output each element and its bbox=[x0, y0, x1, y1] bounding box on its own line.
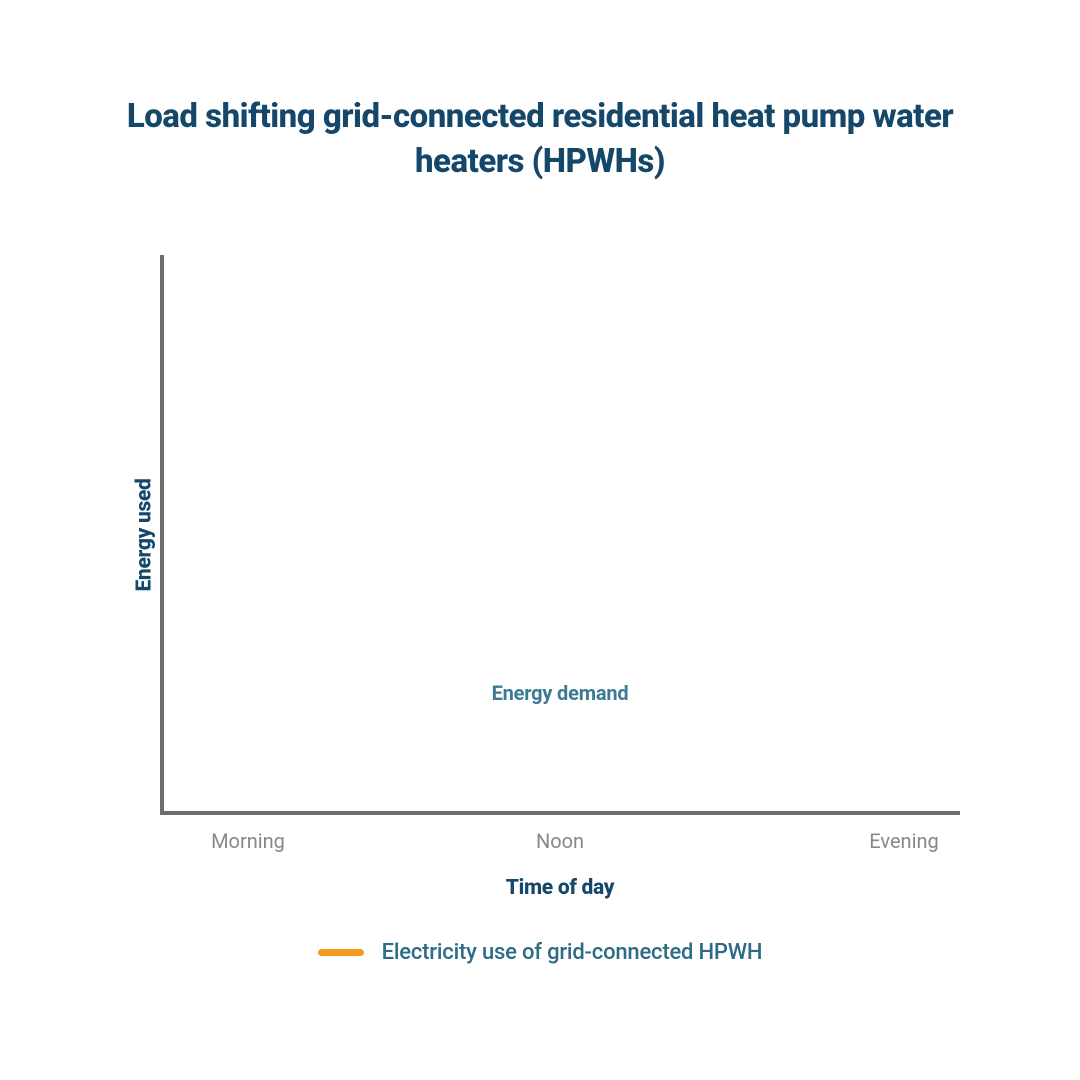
chart-legend: Electricity use of grid-connected HPWH bbox=[0, 940, 1080, 965]
legend-label: Electricity use of grid-connected HPWH bbox=[382, 940, 763, 965]
x-tick-noon: Noon bbox=[536, 829, 584, 853]
x-tick-morning: Morning bbox=[211, 829, 285, 853]
y-axis-label: Energy used bbox=[133, 478, 157, 591]
annotation-energy-demand: Energy demand bbox=[492, 681, 629, 705]
legend-swatch bbox=[318, 949, 364, 956]
x-axis-line bbox=[160, 811, 960, 815]
y-axis-line bbox=[160, 255, 164, 815]
x-tick-evening: Evening bbox=[869, 829, 938, 853]
x-axis-label: Time of day bbox=[160, 876, 960, 900]
chart-title: Load shifting grid-connected residential… bbox=[0, 95, 1080, 184]
chart-plot-area: Energy used Time of day Morning Noon Eve… bbox=[160, 255, 960, 815]
